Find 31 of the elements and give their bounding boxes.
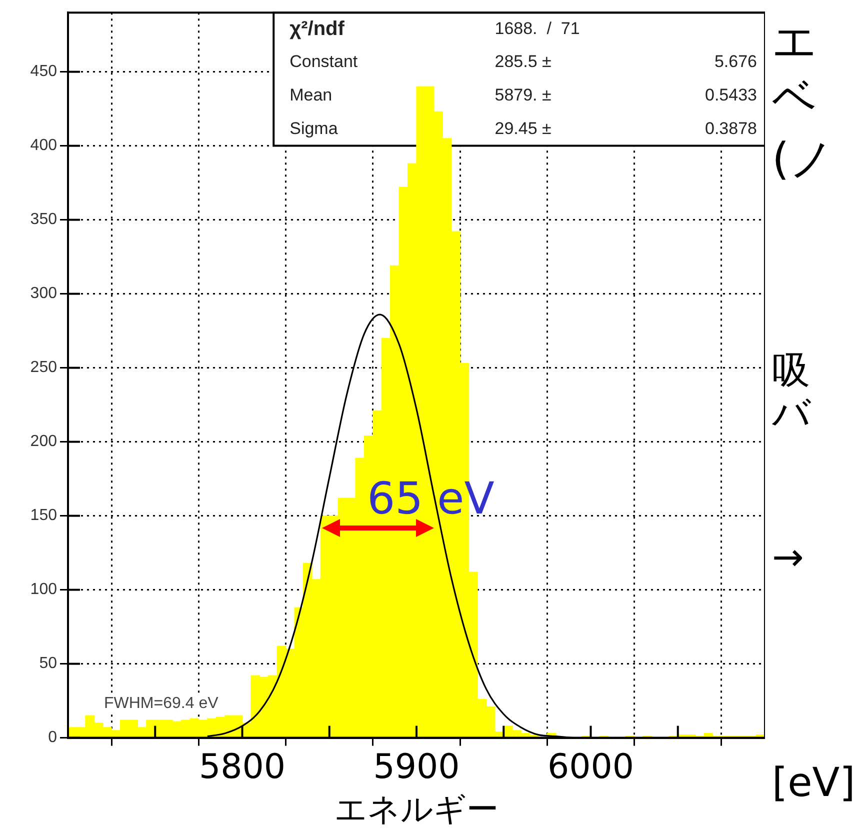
annotation: 0.3878 — [705, 118, 757, 138]
y-tick-label: 450 — [30, 63, 58, 80]
annotation: 5879. ± — [494, 86, 552, 105]
y-tick-label: 400 — [30, 137, 58, 154]
text: エ — [772, 15, 817, 69]
y-tick-label: 350 — [30, 211, 58, 228]
y-tick-label: 300 — [30, 285, 58, 302]
y-tick-label: 0 — [48, 729, 58, 746]
y-tick-label: 150 — [30, 507, 58, 524]
text: → — [772, 535, 804, 579]
y-tick-label: 200 — [30, 433, 58, 450]
text: [eV] — [772, 760, 856, 806]
text: (ノ — [772, 133, 834, 187]
x-tick-label: 5900 — [373, 747, 460, 788]
annotation: Mean — [290, 86, 332, 105]
annotation: 1688. / 71 — [494, 18, 580, 38]
x-tick-label: 5800 — [198, 747, 286, 788]
text: ベ — [772, 71, 817, 125]
x-axis-title: エネルギー — [334, 790, 498, 828]
annotation: Constant — [290, 52, 358, 72]
annotation: Sigma — [290, 118, 338, 138]
y-tick-label: 250 — [30, 359, 58, 376]
annotation: 29.45 ± — [494, 118, 552, 138]
annotation: 285.5 ± — [494, 52, 552, 72]
y-tick-label: 100 — [30, 581, 58, 598]
x-tick-label: 6000 — [547, 747, 634, 788]
annotation: χ²/ndf — [290, 18, 345, 40]
annotation: 0.5433 — [705, 86, 757, 105]
y-tick-label: 50 — [39, 655, 58, 672]
annotation: 5.676 — [714, 52, 757, 72]
annotation: FWHM=69.4 eV — [104, 694, 219, 712]
